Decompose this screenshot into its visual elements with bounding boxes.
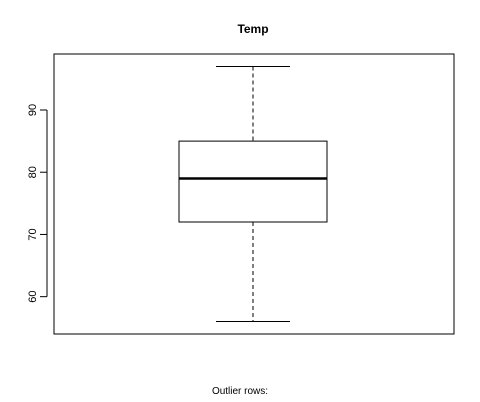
chart-title: Temp [237, 22, 268, 36]
plot-frame [53, 53, 455, 335]
y-tick-label: 80 [27, 166, 39, 178]
y-axis: 60 70 80 90 [27, 104, 48, 303]
y-tick-label: 70 [27, 228, 39, 240]
y-tick-label: 90 [27, 104, 39, 116]
outlier-rows-caption: Outlier rows: [211, 386, 269, 397]
box-group [178, 65, 328, 323]
iqr-box [178, 140, 328, 223]
y-tick-label: 60 [27, 291, 39, 303]
